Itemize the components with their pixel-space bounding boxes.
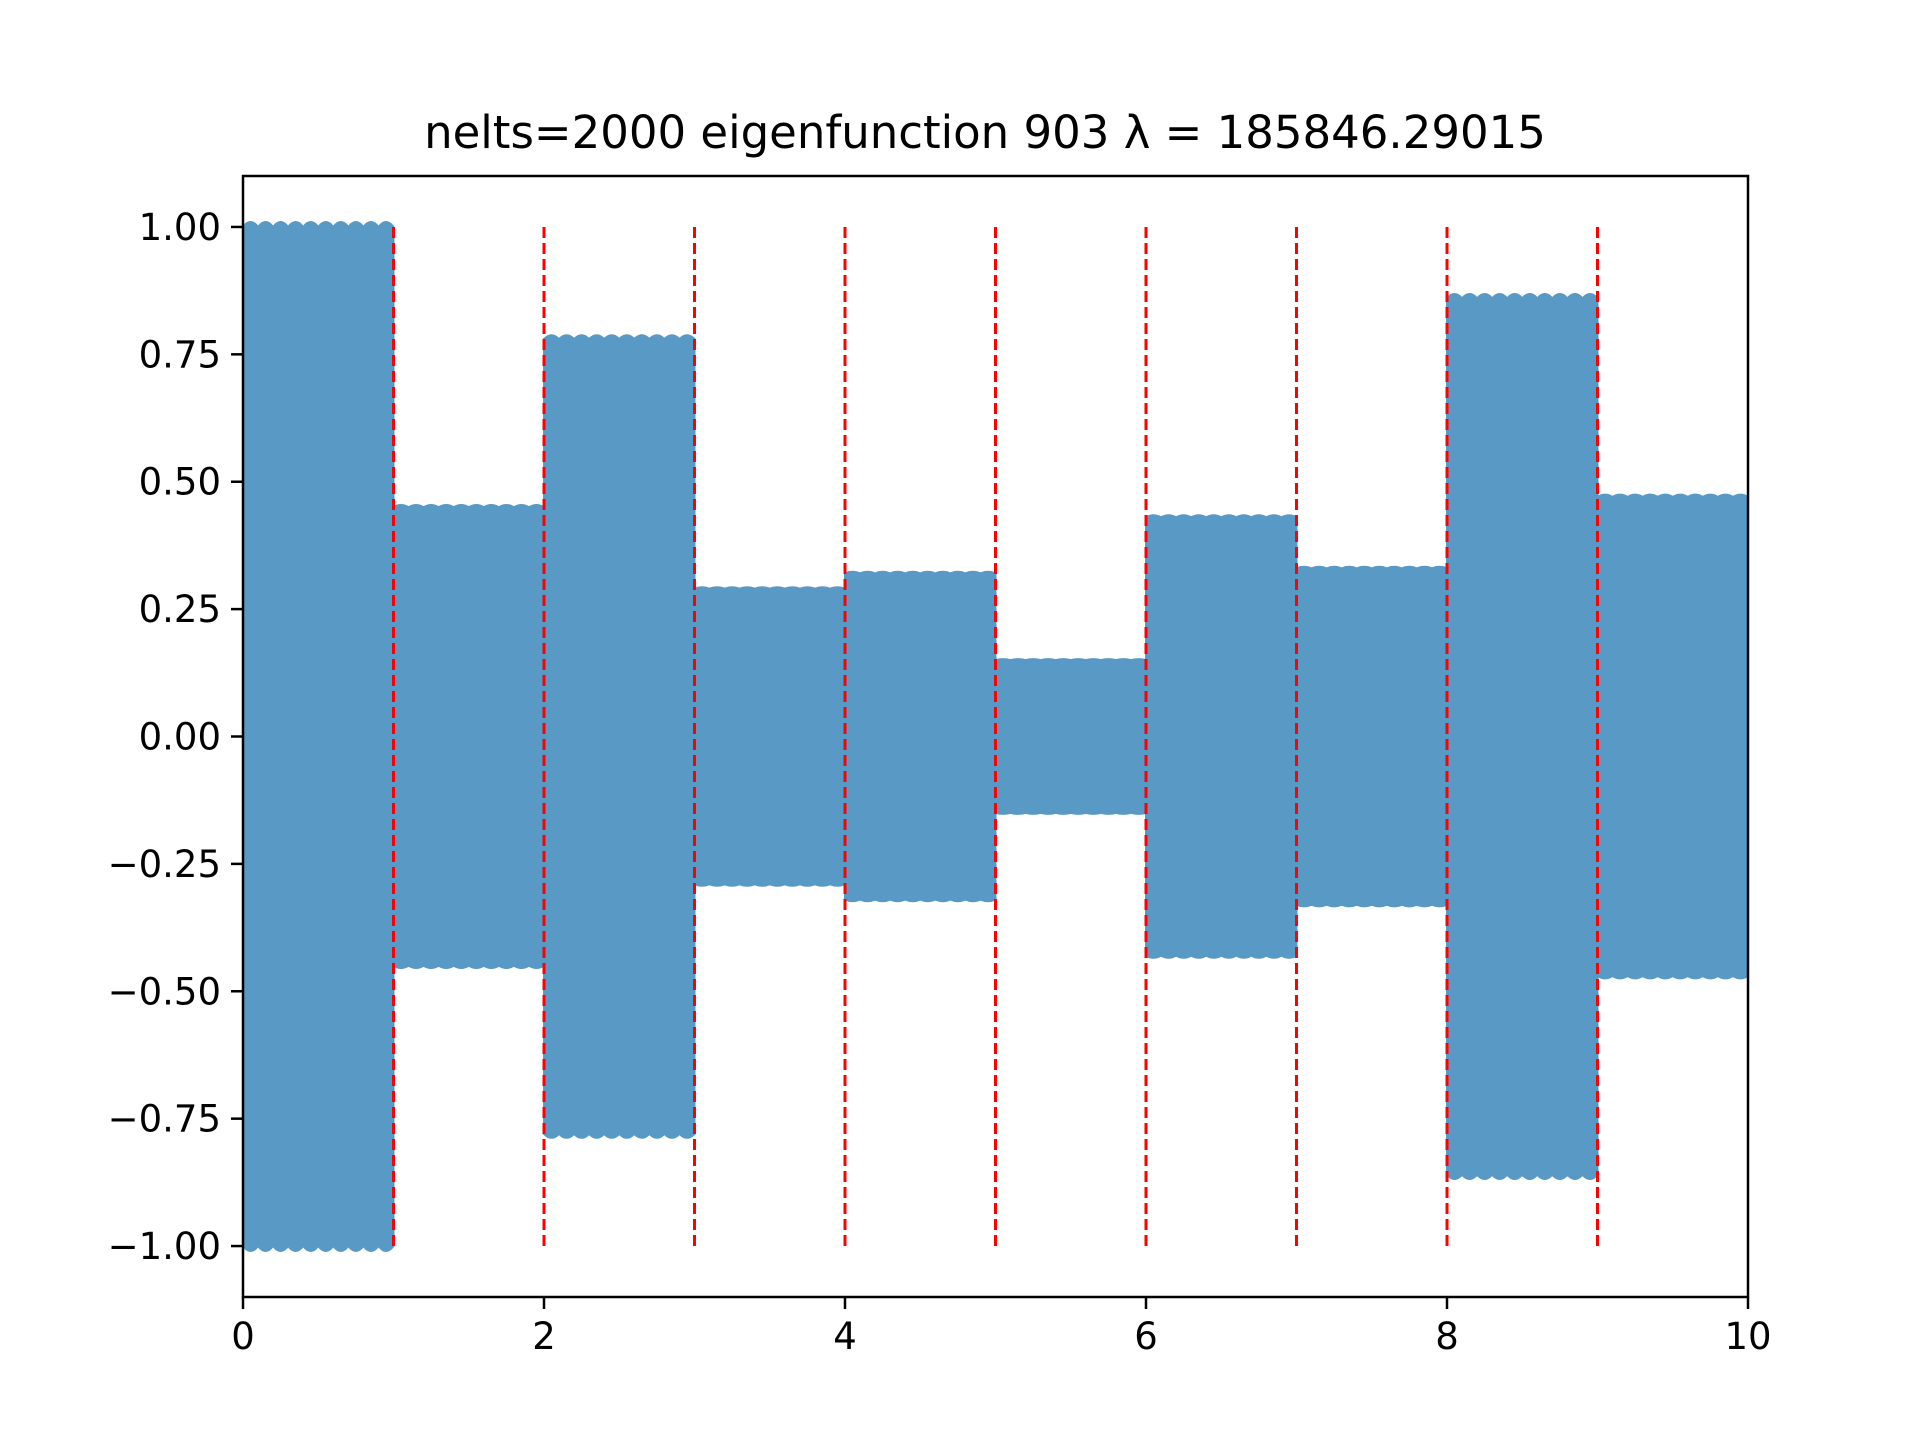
x-tick-label: 0 (231, 1315, 255, 1358)
series-segment-10 (1596, 493, 1749, 980)
y-tick-label: 0.75 (139, 333, 221, 376)
x-axis: 0 2 4 6 8 10 (231, 1297, 1772, 1358)
y-tick-label: 0.50 (139, 461, 221, 504)
x-tick-label: 6 (1134, 1315, 1158, 1358)
series-segment-7 (1145, 514, 1298, 959)
y-tick-label: −0.50 (108, 970, 221, 1013)
series-segment-4 (693, 586, 846, 887)
x-tick-label: 10 (1724, 1315, 1771, 1358)
series-segment-5 (844, 570, 997, 903)
y-tick-label: 0.25 (139, 588, 221, 631)
y-tick-label: 1.00 (139, 206, 221, 249)
series-layer (242, 221, 1749, 1252)
series-segment-1 (242, 221, 395, 1252)
x-tick-label: 4 (833, 1315, 857, 1358)
y-tick-label: −1.00 (108, 1225, 221, 1268)
chart-title: nelts=2000 eigenfunction 903 λ = 185846.… (424, 106, 1546, 159)
y-tick-label: −0.75 (108, 1098, 221, 1141)
series-segment-6 (994, 658, 1147, 815)
x-tick-label: 8 (1435, 1315, 1459, 1358)
y-tick-label: 0.00 (139, 716, 221, 759)
series-segment-9 (1446, 293, 1599, 1180)
y-tick-label: −0.25 (108, 843, 221, 886)
element-boundary-lines (392, 226, 1599, 1247)
x-tick-label: 2 (532, 1315, 556, 1358)
y-axis: 1.00 0.75 0.50 0.25 0.00 −0.25 −0.50 −0.75 −1.00 (108, 206, 243, 1268)
series-segment-3 (543, 334, 696, 1139)
series-segment-2 (392, 503, 545, 970)
series-segment-8 (1295, 565, 1448, 908)
